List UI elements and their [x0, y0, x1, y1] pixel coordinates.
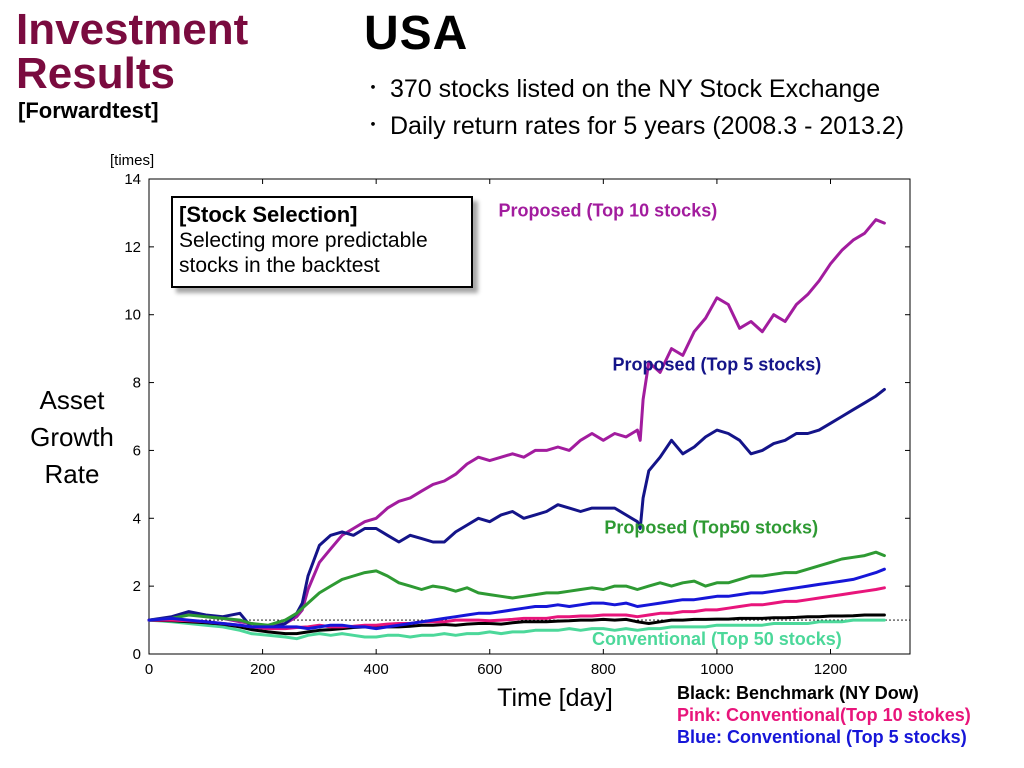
series-line: [147, 613, 886, 636]
series-label: Proposed (Top50 stocks): [604, 518, 818, 538]
series-label: Proposed (Top 10 stocks): [499, 200, 718, 220]
title-line-1: Investment: [16, 5, 249, 54]
stock-selection-callout: [Stock Selection] Selecting more predict…: [171, 196, 473, 288]
y-axis-unit: [times]: [110, 152, 154, 169]
bullet-text: 370 stocks listed on the NY Stock Exchan…: [390, 75, 881, 103]
slide-title: Investment Results: [16, 8, 248, 96]
x-axis-title: Time [day]: [497, 684, 613, 712]
x-tick-label: 400: [364, 661, 389, 678]
legend-entry-blue: Blue: Conventional (Top 5 stocks): [677, 727, 967, 747]
title-line-2: Results: [16, 49, 175, 98]
y-axis-title: Asset Growth Rate: [14, 382, 130, 493]
bullet-text: Daily return rates for 5 years (2008.3 -…: [390, 112, 905, 140]
country-heading: USA: [364, 7, 469, 60]
x-tick-label: 0: [145, 661, 153, 678]
x-tick-label: 800: [591, 661, 616, 678]
series-line: [147, 387, 886, 631]
series-line: [147, 567, 886, 631]
y-tick-label: 8: [133, 375, 141, 392]
bullet-item: ・ 370 stocks listed on the NY Stock Excha…: [364, 70, 904, 107]
series-line: [147, 218, 886, 629]
callout-line: Selecting more predictable: [179, 229, 428, 252]
legend: Black: Benchmark (NY Dow) Pink: Conventi…: [677, 682, 971, 748]
y-tick-label: 0: [133, 646, 141, 663]
x-tick-label: 600: [477, 661, 502, 678]
bullet-glyph: ・: [364, 115, 382, 135]
dataset-bullets: ・ 370 stocks listed on the NY Stock Excha…: [364, 70, 904, 144]
y-axis-title-line: Growth: [30, 422, 114, 452]
y-tick-label: 12: [124, 239, 141, 256]
series-label: Conventional (Top 50 stocks): [592, 629, 842, 649]
y-axis-title-line: Asset: [39, 385, 105, 415]
y-axis-title-line: Rate: [44, 459, 100, 489]
y-tick-label: 6: [133, 442, 141, 459]
plot-frame: [148, 178, 911, 655]
slide-subtitle: [Forwardtest]: [18, 98, 159, 123]
legend-entry-pink: Pink: Conventional(Top 10 stokes): [677, 705, 971, 725]
bullet-glyph: ・: [364, 78, 382, 98]
y-tick-label: 14: [124, 171, 141, 188]
x-tick-label: 1000: [700, 661, 733, 678]
x-tick-label: 200: [250, 661, 275, 678]
y-tick-label: 4: [133, 510, 141, 527]
series-label: Proposed (Top 5 stocks): [613, 355, 822, 375]
x-tick-label: 1200: [814, 661, 847, 678]
bullet-item: ・ Daily return rates for 5 years (2008.3 …: [364, 107, 904, 144]
series-line: [147, 550, 886, 627]
legend-entry-benchmark: Black: Benchmark (NY Dow): [677, 683, 919, 703]
callout-title: [Stock Selection]: [179, 202, 358, 227]
series-line: [147, 586, 886, 631]
series-line: [147, 618, 886, 641]
callout-line: stocks in the backtest: [179, 254, 380, 277]
y-tick-label: 10: [124, 307, 141, 324]
y-tick-label: 2: [133, 578, 141, 595]
